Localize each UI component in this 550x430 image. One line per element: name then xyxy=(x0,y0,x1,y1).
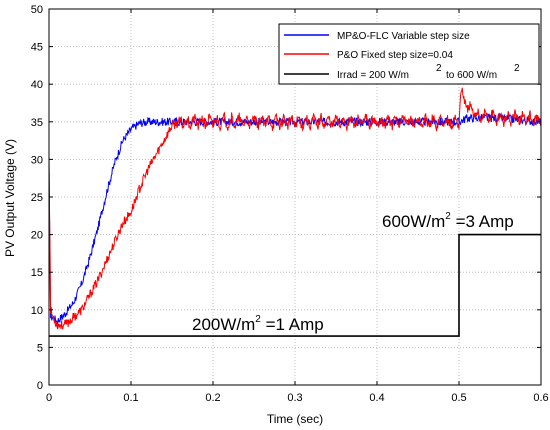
x-axis-label: Time (sec) xyxy=(267,412,323,426)
y-axis-label: PV Output Voltage (V) xyxy=(3,139,17,257)
y-tick-label: 40 xyxy=(31,79,43,91)
ticks: 0 0.1 0.2 0.3 0.4 0.5 0.6 0 5 10 15 20 25 30 35 40 45 50 xyxy=(31,4,549,404)
legend-label-irrad-sup1: 2 xyxy=(436,63,442,74)
y-tick-label: 35 xyxy=(31,117,43,129)
series-irrad xyxy=(49,233,541,337)
y-tick-label: 25 xyxy=(31,192,43,204)
x-tick-label: 0.1 xyxy=(123,392,138,404)
legend-label-mpo-flc: MP&O-FLC Variable step size xyxy=(337,31,470,42)
y-tick-label: 5 xyxy=(37,342,43,354)
y-tick-label: 20 xyxy=(31,230,43,242)
y-tick-label: 0 xyxy=(37,380,43,392)
x-tick-label: 0.5 xyxy=(451,392,466,404)
legend: MP&O-FLC Variable step size P&O Fixed st… xyxy=(278,23,540,85)
legend-label-irrad-sup2: 2 xyxy=(514,63,520,74)
x-tick-label: 0.2 xyxy=(205,392,220,404)
x-tick-label: 0 xyxy=(46,392,52,404)
series-po-fixed xyxy=(48,87,542,330)
series-layer xyxy=(48,87,542,337)
x-tick-label: 0.4 xyxy=(369,392,384,404)
y-tick-label: 45 xyxy=(31,42,43,54)
annotation-high-irrad: 600W/m2 =3 Amp xyxy=(382,211,514,231)
y-tick-label: 50 xyxy=(31,4,43,16)
y-tick-label: 15 xyxy=(31,267,43,279)
x-tick-label: 0.6 xyxy=(533,392,548,404)
x-tick-label: 0.3 xyxy=(287,392,302,404)
legend-label-po-fixed: P&O Fixed step size=0.04 xyxy=(337,50,453,61)
legend-label-irrad: Irrad = 200 W/m xyxy=(337,70,409,81)
y-tick-label: 30 xyxy=(31,154,43,166)
y-tick-label: 10 xyxy=(31,305,43,317)
annotation-low-irrad: 200W/m2 =1 Amp xyxy=(192,314,324,334)
legend-label-irrad-to: to 600 W/m xyxy=(446,70,497,81)
